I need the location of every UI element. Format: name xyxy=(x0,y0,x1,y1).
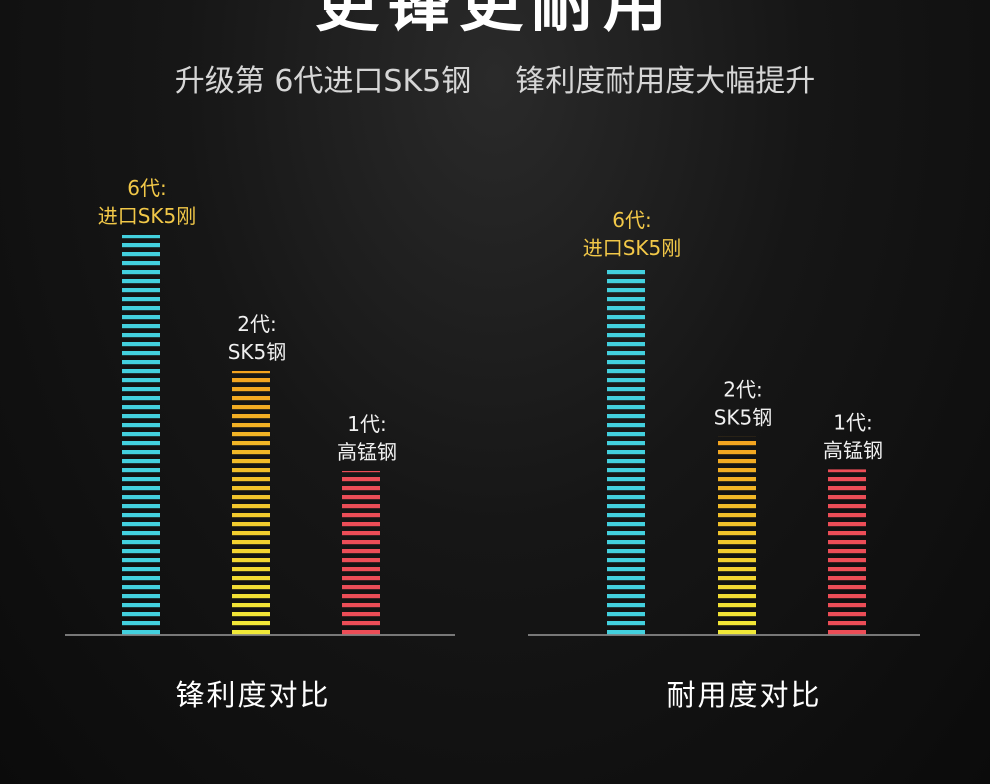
chart-title: 锋利度对比 xyxy=(175,678,330,712)
bar-label-gen2-line1: 2代: xyxy=(723,377,762,401)
chart-title: 耐用度对比 xyxy=(666,678,821,712)
bar-label-gen2-line2: SK5钢 xyxy=(228,340,287,364)
bar-gen2 xyxy=(718,436,756,635)
bar-gen2 xyxy=(232,371,270,635)
bar-label-gen2-line2: SK5钢 xyxy=(714,405,773,429)
bar-label-gen2-line1: 2代: xyxy=(237,312,276,336)
bar-label-gen1-line2: 高锰钢 xyxy=(337,440,397,464)
bar-label-gen6-line2: 进口SK5刚 xyxy=(98,204,197,228)
subtitle-left: 升级第 6代进口SK5钢 xyxy=(174,64,472,99)
bar-label-gen1-line1: 1代: xyxy=(347,412,386,436)
subtitle-right: 锋利度耐用度大幅提升 xyxy=(515,64,816,99)
bar-label-gen1-line1: 1代: xyxy=(833,410,872,434)
subtitle: 升级第 6代进口SK5钢 锋利度耐用度大幅提升 xyxy=(0,56,990,100)
bar-gen6 xyxy=(607,267,645,635)
headline: 更锋更耐用 xyxy=(315,0,675,41)
bar-gen6 xyxy=(122,235,160,635)
bar-label-gen1-line2: 高锰钢 xyxy=(823,438,883,462)
bar-gen1 xyxy=(828,469,866,635)
bar-label-gen6-line2: 进口SK5刚 xyxy=(583,236,682,260)
bar-label-gen6-line1: 6代: xyxy=(127,176,166,200)
bar-label-gen6-line1: 6代: xyxy=(612,208,651,232)
bar-gen1 xyxy=(342,471,380,635)
